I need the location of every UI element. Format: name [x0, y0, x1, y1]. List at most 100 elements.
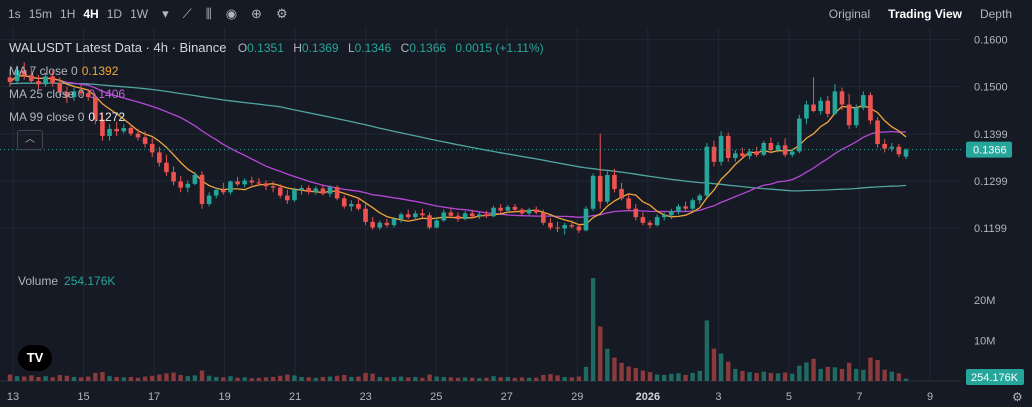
candle-body — [420, 213, 425, 216]
volume-bar — [363, 372, 368, 381]
candle — [292, 187, 297, 202]
volume-bar — [313, 377, 318, 381]
ohlc-open: O0.1351 — [237, 41, 284, 55]
last-volume-tag — [966, 369, 1024, 385]
candle-body — [861, 95, 866, 108]
candle-body — [405, 214, 411, 218]
candle-body — [7, 77, 13, 82]
settings-icon[interactable]: ⚙ — [1012, 390, 1023, 404]
view-switcher: Original Trading View Depth — [829, 0, 1012, 28]
tradingview-logo-icon[interactable]: TV — [18, 345, 52, 371]
settings-icon[interactable]: ⚙ — [275, 6, 288, 21]
volume-bar — [420, 377, 425, 381]
candle — [413, 210, 418, 220]
candle — [761, 140, 767, 157]
volume-bar — [512, 377, 518, 381]
candle — [825, 96, 831, 118]
candle — [754, 146, 759, 158]
chevron-up-icon[interactable]: ︿ — [17, 130, 43, 150]
candle-body — [157, 152, 162, 163]
candle-body — [647, 222, 653, 226]
candle-body — [839, 91, 845, 105]
candle — [270, 181, 276, 193]
candle — [548, 218, 553, 230]
timeframe-1D[interactable]: 1D — [106, 7, 123, 21]
volume-bar — [29, 375, 34, 381]
chevron-down-icon[interactable]: ▾ — [162, 6, 169, 21]
volume-bar — [832, 367, 838, 381]
candle — [185, 180, 191, 193]
volume-bar — [761, 371, 766, 381]
volume-bar — [647, 372, 653, 381]
volume-bar — [114, 376, 119, 381]
volume-bar — [519, 377, 525, 381]
candle — [448, 208, 454, 219]
x-tick-label: 2026 — [636, 391, 660, 403]
candle-type-icon[interactable]: ⫼ — [205, 6, 212, 21]
volume-bar — [157, 374, 162, 381]
candle-body — [221, 189, 226, 193]
volume-bar — [242, 377, 247, 381]
volume-bar — [171, 372, 176, 381]
candle-body — [768, 143, 774, 151]
candle-body — [818, 100, 823, 112]
view-trading-view[interactable]: Trading View — [888, 7, 962, 21]
candle — [569, 220, 575, 229]
volume-tick-label: 10M — [974, 336, 995, 348]
candle — [64, 86, 70, 104]
view-depth[interactable]: Depth — [979, 7, 1012, 21]
candle-body — [43, 76, 48, 85]
camera-icon[interactable]: ◉ — [225, 6, 238, 21]
candle — [590, 173, 596, 212]
candle — [875, 117, 880, 148]
indicator-icon[interactable]: ⟋ — [182, 6, 192, 21]
candle — [896, 143, 902, 158]
volume-bar — [57, 374, 62, 381]
price-chart[interactable]: 0.1600 0.1500 0.1399 0.1299 0.1199 0.1366 20M 1… — [0, 28, 1032, 407]
candle-body — [93, 97, 98, 120]
candles — [7, 62, 909, 235]
candle-body — [349, 204, 354, 207]
candle — [711, 140, 717, 167]
timeframe-1W[interactable]: 1W — [130, 7, 149, 21]
timeframe-1s[interactable]: 1s — [8, 7, 21, 21]
candle-body — [583, 208, 589, 231]
view-original[interactable]: Original — [828, 7, 871, 21]
volume-bar — [299, 376, 304, 381]
candle-body — [562, 225, 567, 229]
price-tick-label: 0.1299 — [974, 176, 1008, 188]
candle-body — [277, 187, 283, 196]
volume-bar — [605, 348, 610, 381]
candle — [100, 112, 105, 141]
timeframe-4H[interactable]: 4H — [83, 7, 99, 21]
candle-body — [57, 82, 63, 93]
candle-body — [605, 174, 610, 202]
candle — [249, 176, 255, 186]
candle-body — [256, 182, 262, 184]
volume-bar — [768, 372, 774, 381]
candle-body — [341, 198, 347, 207]
candle-body — [462, 213, 468, 220]
timeframe-1H[interactable]: 1H — [60, 7, 76, 21]
timeframe-15m[interactable]: 15m — [28, 7, 53, 21]
candle — [462, 211, 468, 221]
volume-bar — [128, 376, 134, 381]
candle-body — [107, 128, 112, 136]
volume-bar — [384, 377, 390, 381]
volume-bar — [640, 370, 646, 381]
candle-body — [477, 214, 482, 217]
candle — [36, 74, 41, 90]
candle — [484, 210, 489, 219]
candle-body — [455, 215, 461, 220]
candle-body — [434, 220, 439, 228]
volume-bar — [214, 376, 219, 381]
volume-bar — [292, 375, 297, 381]
candle — [299, 185, 304, 195]
ohlc-high: H0.1369 — [293, 41, 339, 55]
add-icon[interactable]: ⊕ — [251, 6, 262, 21]
volume-bar — [356, 376, 361, 381]
volume-bar — [462, 377, 468, 381]
grid-lines — [0, 28, 962, 381]
ma99-legend: MA 99 close 0 0.1272 — [9, 110, 126, 124]
volume-bar — [455, 377, 461, 381]
